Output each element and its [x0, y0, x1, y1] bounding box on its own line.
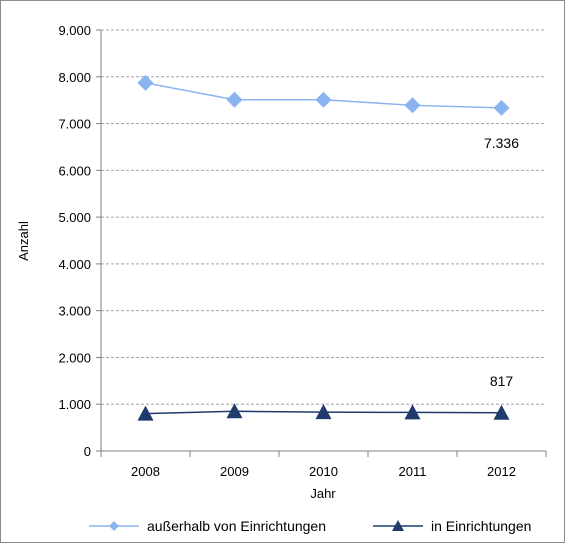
- diamond-marker: [137, 74, 154, 91]
- y-tick-label: 9.000: [58, 23, 91, 38]
- x-tick-label: 2010: [309, 464, 338, 479]
- diamond-marker: [315, 91, 332, 108]
- triangle-marker: [315, 404, 332, 420]
- x-tick-label: 2011: [399, 464, 427, 479]
- x-axis-title: Jahr: [310, 486, 336, 501]
- y-tick-label: 7.000: [58, 117, 91, 132]
- y-tick-label: 1.000: [58, 397, 91, 412]
- triangle-marker: [493, 404, 510, 420]
- triangle-marker: [226, 403, 243, 419]
- legend: außerhalb von Einrichtungen in Einrichtun…: [89, 518, 531, 534]
- data-label: 817: [490, 373, 514, 389]
- series-group: [137, 74, 510, 421]
- y-tick-label: 2.000: [58, 350, 91, 365]
- gridlines: [101, 29, 546, 405]
- x-tick-label: 2012: [487, 464, 516, 479]
- y-tick-label: 5.000: [58, 210, 91, 225]
- y-tick-label: 8.000: [58, 70, 91, 85]
- axes: [96, 29, 547, 457]
- x-tick-label: 2009: [220, 464, 249, 479]
- triangle-marker: [404, 404, 421, 420]
- x-tick-label: 2008: [131, 464, 160, 479]
- legend-diamond-icon: [109, 521, 119, 531]
- data-label: 7.336: [484, 135, 519, 151]
- y-tick-label: 4.000: [58, 257, 91, 272]
- y-axis-title: Anzahl: [16, 221, 31, 261]
- y-tick-label: 6.000: [58, 163, 91, 178]
- legend-label: in Einrichtungen: [431, 518, 531, 534]
- data-labels: 7.336 817: [484, 135, 519, 389]
- legend-triangle-icon: [392, 520, 404, 531]
- x-axis-ticks: 2008 2009 2010 2011 2012: [131, 464, 516, 479]
- legend-label: außerhalb von Einrichtungen: [147, 518, 326, 534]
- diamond-marker: [404, 97, 421, 114]
- y-tick-label: 3.000: [58, 304, 91, 319]
- diamond-marker: [226, 91, 243, 108]
- y-axis-ticks: 0 1.000 2.000 3.000 4.000 5.000 6.000 7.000 8.00…: [58, 23, 91, 459]
- diamond-marker: [493, 99, 510, 116]
- triangle-marker: [137, 405, 154, 421]
- y-tick-label: 0: [84, 444, 91, 459]
